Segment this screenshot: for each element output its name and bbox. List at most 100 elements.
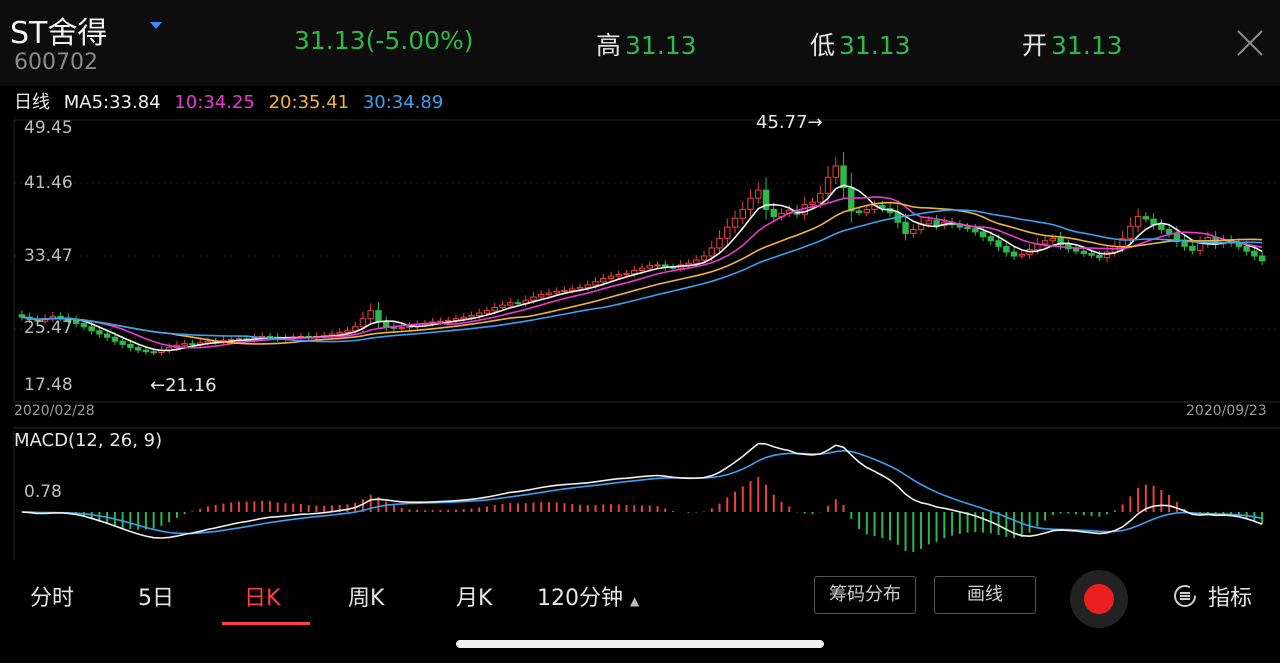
price-change: (-5.00%) — [365, 26, 474, 55]
tab-weekly-k[interactable]: 周K — [348, 586, 385, 611]
ma30-line — [21, 209, 1263, 343]
candle-body — [1088, 253, 1095, 256]
candle-body — [189, 343, 196, 346]
candle-body — [693, 259, 700, 264]
home-indicator — [456, 640, 824, 648]
open-label: 开 — [1022, 31, 1048, 60]
candle-body — [514, 302, 522, 305]
candle-body — [654, 264, 661, 267]
candle-body — [499, 304, 506, 308]
stock-name[interactable]: ST舍得 — [10, 16, 108, 51]
candle-body — [1080, 250, 1088, 255]
candle-body — [925, 220, 933, 225]
price-tick-2: 41.46 — [24, 173, 73, 193]
price-tick-4: 25.47 — [24, 318, 73, 338]
candle-body — [708, 247, 715, 257]
candle-body — [1103, 251, 1111, 259]
candle-body — [18, 314, 26, 318]
candle-body — [545, 292, 553, 296]
candle-body — [716, 237, 723, 249]
candle-body — [910, 228, 917, 235]
tab-timeshare[interactable]: 分时 — [30, 586, 75, 611]
low-stat: 低 31.13 — [810, 26, 911, 62]
candle-body — [1018, 253, 1026, 257]
candle-body — [631, 269, 638, 275]
candle-body — [700, 255, 708, 261]
tab-120min[interactable]: 120分钟 ▲ — [537, 580, 639, 612]
candle-body — [747, 197, 754, 210]
candle-body — [1134, 216, 1142, 227]
max-price-label: 45.77→ — [756, 112, 823, 133]
tab-monthly-k[interactable]: 月K — [456, 586, 493, 611]
candle-body — [576, 286, 584, 290]
close-icon[interactable] — [1235, 28, 1265, 58]
candle-body — [1251, 250, 1258, 257]
candle-body — [344, 330, 351, 333]
candle-body — [1127, 225, 1134, 239]
candle-body — [863, 208, 871, 214]
candle-body — [1096, 254, 1103, 259]
candle-body — [1181, 241, 1188, 247]
dropdown-caret-icon[interactable] — [150, 22, 162, 29]
candle-body — [739, 208, 746, 219]
record-icon — [1084, 584, 1114, 614]
candle-body — [437, 320, 444, 323]
candle-body — [1072, 248, 1080, 252]
candle-body — [584, 284, 591, 288]
tab-5day[interactable]: 5日 — [138, 586, 174, 611]
price-tick-1: 49.45 — [24, 118, 73, 138]
candle-body — [127, 343, 134, 349]
candle-body — [615, 274, 622, 277]
candle-body — [507, 302, 514, 306]
candle-body — [1258, 255, 1266, 262]
candle-body — [995, 240, 1002, 247]
candle-body — [351, 326, 359, 332]
candle-body — [398, 327, 405, 330]
chip-distribution-button[interactable]: 筹码分布 — [814, 576, 916, 614]
high-stat: 高 31.13 — [596, 26, 697, 62]
ma10-value: 10:34.25 — [174, 92, 255, 113]
price-value: 31.13 — [294, 26, 366, 55]
candle-body — [538, 294, 545, 298]
candle-body — [855, 210, 863, 214]
candle-body — [685, 262, 692, 266]
candle-body — [1010, 251, 1018, 257]
low-value: 31.13 — [839, 31, 911, 60]
indicator-button[interactable]: 指标 — [1208, 586, 1253, 611]
period-label: 日线 — [14, 92, 50, 113]
price-tick-3: 33.47 — [24, 246, 73, 266]
candle-body — [134, 347, 142, 351]
ma20-value: 20:35.41 — [268, 92, 350, 113]
candle-body — [491, 306, 498, 312]
tab-120min-label: 120分钟 — [537, 586, 623, 611]
end-date: 2020/09/23 — [1186, 403, 1267, 419]
candle-body — [1057, 237, 1064, 246]
ma30-value: 30:34.89 — [362, 92, 444, 113]
open-value: 31.13 — [1051, 31, 1123, 60]
caret-up-icon: ▲ — [630, 594, 640, 608]
low-label: 低 — [810, 31, 836, 60]
candle-body — [592, 281, 599, 286]
macd-dif-line — [21, 442, 1263, 539]
candle-body — [111, 336, 119, 342]
candle-body — [1003, 245, 1010, 253]
candle-body — [1243, 245, 1250, 252]
candle-body — [762, 189, 770, 210]
candle-body — [832, 165, 840, 178]
candle-body — [375, 310, 382, 323]
candle-body — [979, 231, 987, 238]
candle-body — [607, 275, 615, 280]
candle-body — [840, 165, 847, 189]
candle-body — [119, 340, 126, 345]
candle-body — [336, 331, 343, 335]
candle-body — [638, 267, 646, 271]
draw-line-button[interactable]: 画线 — [934, 576, 1036, 614]
tab-daily-k[interactable]: 日K — [244, 586, 281, 611]
indicator-icon[interactable] — [1172, 583, 1198, 609]
candle-body — [359, 318, 367, 328]
candle-body — [755, 189, 762, 199]
candle-body — [103, 333, 111, 338]
kline-chart[interactable] — [0, 0, 1280, 565]
ma10-line — [21, 196, 1263, 349]
min-price-label: ←21.16 — [150, 375, 217, 396]
